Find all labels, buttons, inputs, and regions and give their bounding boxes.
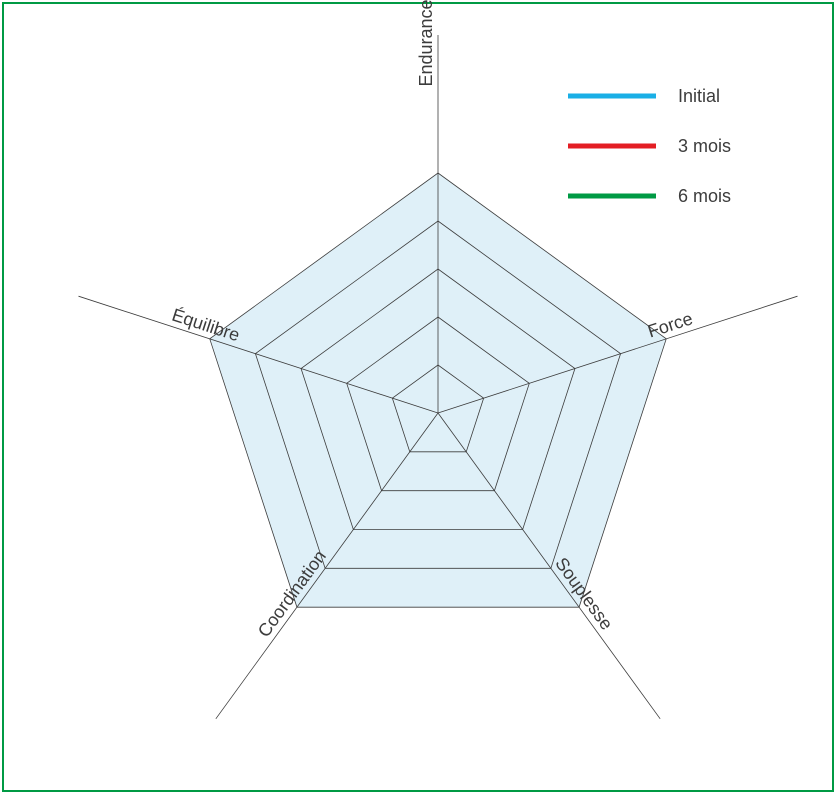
axis-line-equilibre	[78, 295, 439, 414]
radar-axes	[78, 35, 798, 720]
legend-label-initial: Initial	[678, 86, 720, 106]
radar-ring-1	[391, 364, 485, 453]
legend: Initial 3 mois 6 mois	[568, 86, 731, 206]
radar-ring-4	[254, 220, 622, 569]
radar-ring-5	[209, 172, 667, 608]
axis-line-coordination	[215, 412, 439, 720]
radar-ring-3	[300, 268, 576, 530]
legend-label-6-mois: 6 mois	[678, 186, 731, 206]
axis-label-force: Force	[645, 308, 695, 341]
axis-label-equilibre: Équilibre	[169, 305, 242, 346]
legend-label-3-mois: 3 mois	[678, 136, 731, 156]
axis-line-force	[437, 295, 798, 414]
axis-label-endurance: Endurance	[416, 0, 436, 87]
axis-line-souplesse	[437, 412, 661, 720]
radar-ring-2	[346, 316, 530, 492]
